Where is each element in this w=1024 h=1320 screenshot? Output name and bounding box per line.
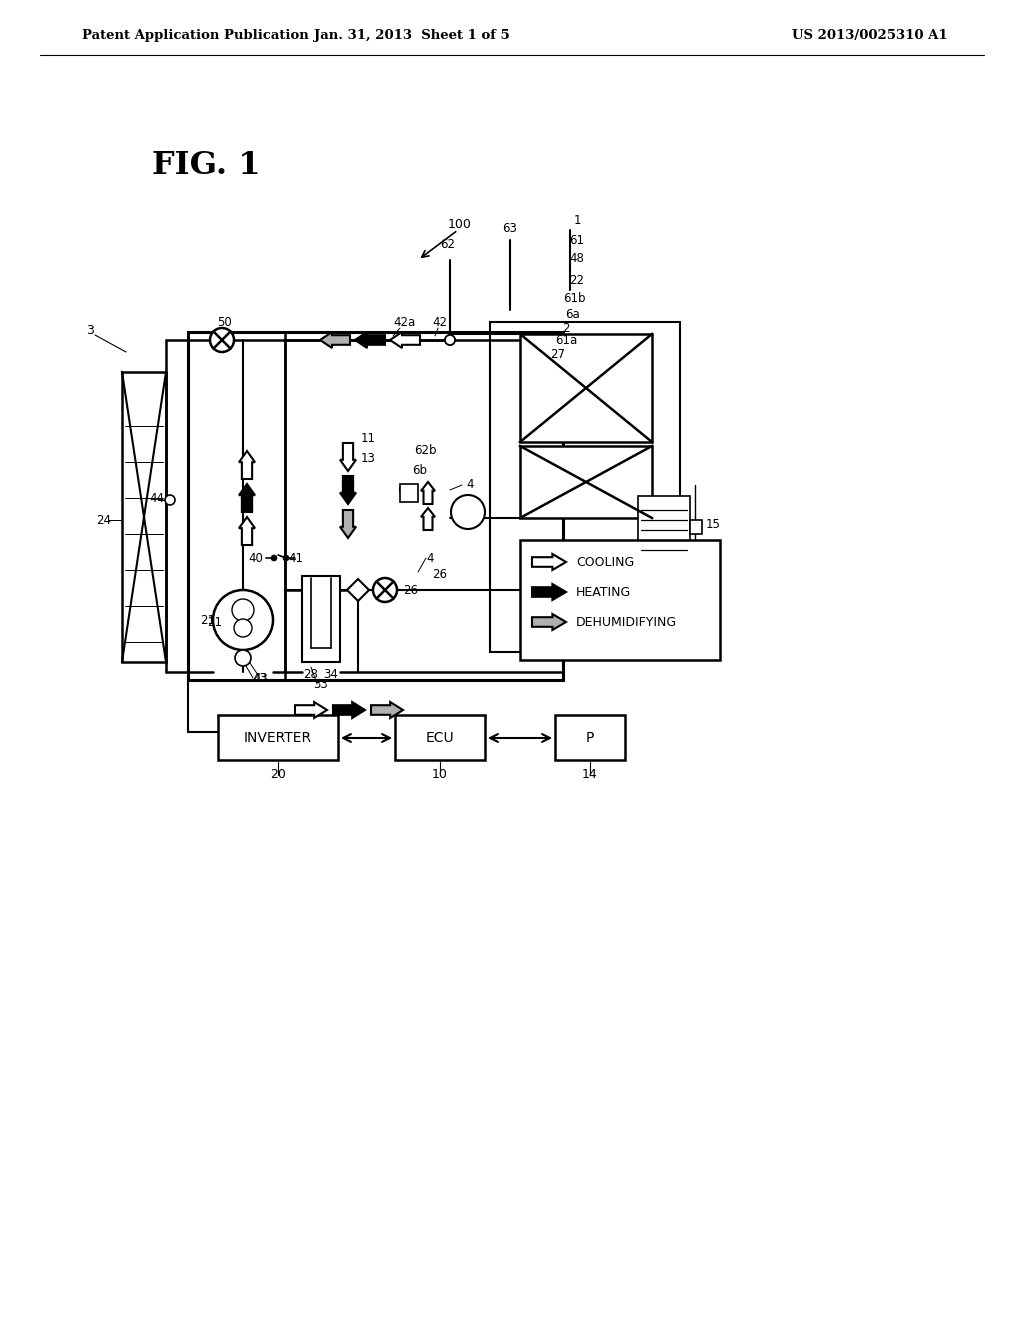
Text: 42: 42 bbox=[432, 315, 447, 329]
Circle shape bbox=[445, 335, 455, 345]
Polygon shape bbox=[319, 333, 350, 348]
Polygon shape bbox=[421, 508, 435, 531]
Bar bbox=[555, 715, 625, 760]
Polygon shape bbox=[371, 702, 403, 718]
Text: HEATING: HEATING bbox=[575, 586, 631, 598]
Text: 24: 24 bbox=[96, 513, 112, 527]
Polygon shape bbox=[340, 510, 356, 539]
Text: 2: 2 bbox=[562, 322, 569, 334]
Text: 44: 44 bbox=[150, 491, 165, 504]
Text: 4: 4 bbox=[466, 479, 474, 491]
Circle shape bbox=[445, 335, 455, 345]
Bar bbox=[690, 520, 702, 535]
Bar bbox=[400, 484, 418, 502]
Bar bbox=[188, 333, 563, 680]
Text: 61: 61 bbox=[569, 234, 585, 247]
Text: 62: 62 bbox=[440, 239, 456, 252]
Polygon shape bbox=[532, 583, 566, 601]
Text: US 2013/0025310 A1: US 2013/0025310 A1 bbox=[793, 29, 948, 41]
Text: 61a: 61a bbox=[555, 334, 578, 346]
Text: 4: 4 bbox=[426, 552, 434, 565]
Bar bbox=[218, 715, 338, 760]
Text: 48: 48 bbox=[569, 252, 585, 264]
Circle shape bbox=[234, 649, 251, 667]
Polygon shape bbox=[421, 482, 435, 504]
Polygon shape bbox=[347, 579, 369, 601]
Text: 26: 26 bbox=[403, 583, 418, 597]
Text: Jan. 31, 2013  Sheet 1 of 5: Jan. 31, 2013 Sheet 1 of 5 bbox=[314, 29, 510, 41]
Text: INVERTER: INVERTER bbox=[244, 731, 312, 744]
Bar bbox=[520, 446, 652, 517]
Circle shape bbox=[451, 495, 485, 529]
Text: 10: 10 bbox=[432, 768, 447, 781]
Text: 34: 34 bbox=[324, 668, 339, 681]
Bar bbox=[520, 540, 720, 660]
Circle shape bbox=[373, 578, 397, 602]
Text: 41: 41 bbox=[288, 552, 303, 565]
Text: 43: 43 bbox=[254, 672, 268, 685]
Text: 27: 27 bbox=[551, 347, 565, 360]
Text: 33: 33 bbox=[313, 677, 329, 690]
Text: 63: 63 bbox=[503, 222, 517, 235]
Circle shape bbox=[165, 495, 175, 506]
Text: 21: 21 bbox=[200, 614, 215, 627]
Polygon shape bbox=[239, 451, 255, 479]
Bar bbox=[490, 322, 680, 652]
Text: 14: 14 bbox=[582, 768, 598, 781]
Text: 28: 28 bbox=[303, 668, 318, 681]
Text: M: M bbox=[462, 506, 475, 519]
Text: P: P bbox=[586, 731, 594, 744]
Text: 20: 20 bbox=[270, 768, 286, 781]
Text: 3: 3 bbox=[86, 323, 94, 337]
Circle shape bbox=[271, 554, 278, 561]
Text: 40: 40 bbox=[248, 552, 263, 565]
Text: ECU: ECU bbox=[426, 731, 455, 744]
Text: 50: 50 bbox=[218, 315, 232, 329]
Bar bbox=[122, 372, 166, 663]
Polygon shape bbox=[333, 702, 365, 718]
Text: 13: 13 bbox=[360, 451, 376, 465]
Polygon shape bbox=[340, 477, 356, 504]
Bar bbox=[638, 496, 690, 558]
Circle shape bbox=[213, 590, 273, 649]
Circle shape bbox=[234, 619, 252, 638]
Text: 62b: 62b bbox=[414, 444, 436, 457]
Polygon shape bbox=[532, 614, 566, 630]
Text: 61b: 61b bbox=[563, 292, 586, 305]
Bar bbox=[302, 576, 340, 663]
Polygon shape bbox=[239, 517, 255, 545]
Polygon shape bbox=[390, 333, 420, 348]
Text: FIG. 1: FIG. 1 bbox=[152, 149, 261, 181]
Circle shape bbox=[232, 599, 254, 620]
Circle shape bbox=[210, 327, 234, 352]
Circle shape bbox=[283, 554, 289, 561]
Text: 21: 21 bbox=[208, 615, 222, 628]
Polygon shape bbox=[295, 702, 327, 718]
Text: 43: 43 bbox=[253, 672, 267, 685]
Text: COOLING: COOLING bbox=[575, 556, 634, 569]
Polygon shape bbox=[532, 554, 566, 570]
Text: 6b: 6b bbox=[413, 463, 427, 477]
Text: 1: 1 bbox=[573, 214, 581, 227]
Text: 16: 16 bbox=[706, 553, 721, 566]
Text: 22: 22 bbox=[569, 273, 585, 286]
Text: 15: 15 bbox=[706, 519, 721, 532]
Text: 11: 11 bbox=[360, 432, 376, 445]
Text: 6a: 6a bbox=[564, 308, 580, 321]
Text: 100: 100 bbox=[449, 219, 472, 231]
Text: 5: 5 bbox=[706, 583, 714, 597]
Bar bbox=[395, 715, 485, 760]
Bar bbox=[285, 333, 563, 680]
Polygon shape bbox=[355, 333, 385, 348]
Text: 26: 26 bbox=[432, 569, 447, 582]
Text: 12: 12 bbox=[375, 583, 390, 597]
Polygon shape bbox=[239, 484, 255, 512]
Polygon shape bbox=[340, 444, 356, 471]
Text: 42a: 42a bbox=[394, 315, 416, 329]
Text: Patent Application Publication: Patent Application Publication bbox=[82, 29, 309, 41]
Text: DEHUMIDIFYING: DEHUMIDIFYING bbox=[575, 615, 677, 628]
Text: 62a: 62a bbox=[397, 483, 419, 496]
Bar bbox=[520, 334, 652, 442]
